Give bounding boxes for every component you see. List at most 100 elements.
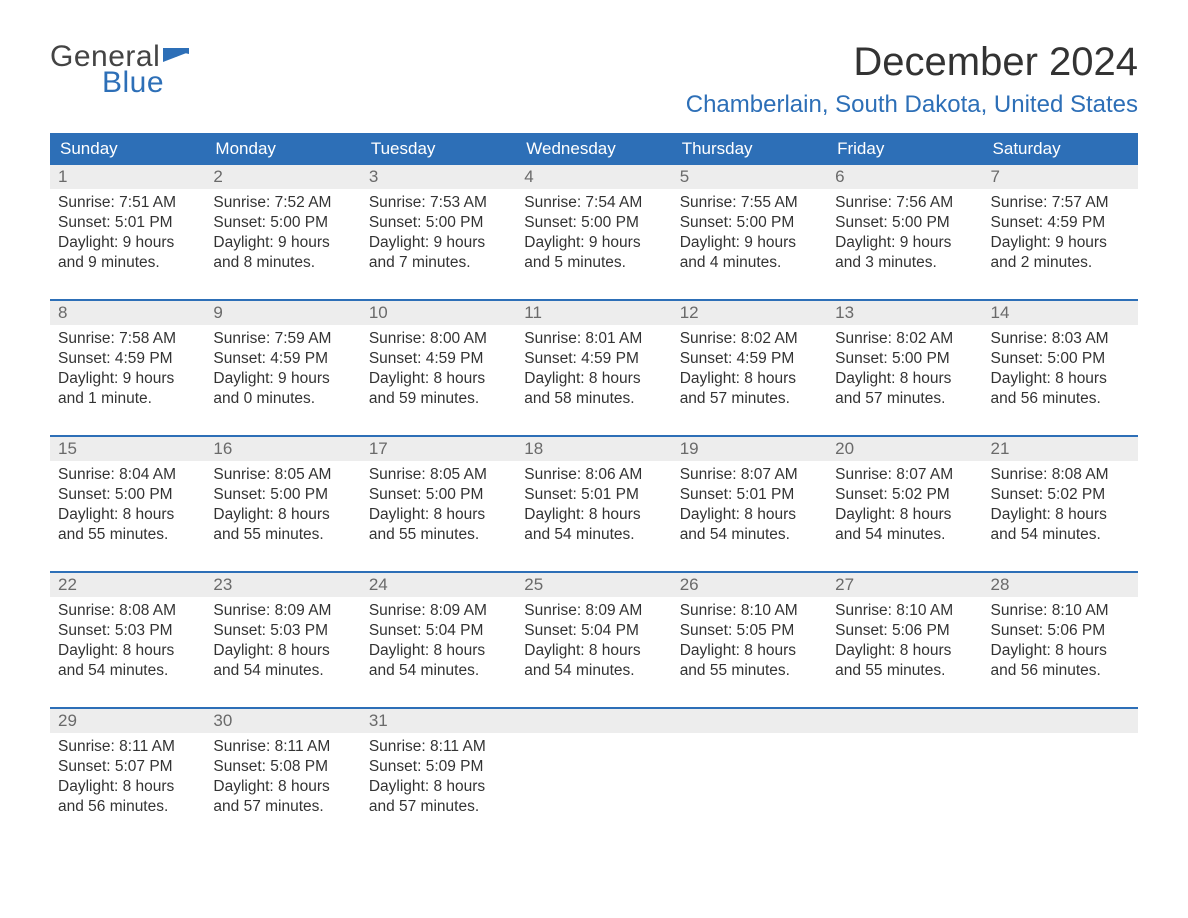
sunrise-text: Sunrise: 8:04 AM: [58, 465, 197, 485]
day-body: Sunrise: 8:05 AMSunset: 5:00 PMDaylight:…: [361, 461, 516, 554]
sunrise-text: Sunrise: 8:00 AM: [369, 329, 508, 349]
day-cell: 9Sunrise: 7:59 AMSunset: 4:59 PMDaylight…: [205, 301, 360, 421]
day-body: Sunrise: 8:00 AMSunset: 4:59 PMDaylight:…: [361, 325, 516, 418]
day-number: 1: [50, 165, 205, 189]
daylight-text: Daylight: 8 hours and 55 minutes.: [680, 641, 819, 681]
sunset-text: Sunset: 5:06 PM: [991, 621, 1130, 641]
day-body: Sunrise: 8:08 AMSunset: 5:02 PMDaylight:…: [983, 461, 1138, 554]
dow-monday: Monday: [205, 133, 360, 165]
sunrise-text: Sunrise: 8:09 AM: [213, 601, 352, 621]
month-title: December 2024: [686, 40, 1138, 85]
location-subtitle: Chamberlain, South Dakota, United States: [686, 91, 1138, 119]
day-cell: 1Sunrise: 7:51 AMSunset: 5:01 PMDaylight…: [50, 165, 205, 285]
sunset-text: Sunset: 5:04 PM: [369, 621, 508, 641]
sunrise-text: Sunrise: 8:10 AM: [680, 601, 819, 621]
daylight-text: Daylight: 8 hours and 58 minutes.: [524, 369, 663, 409]
day-body: Sunrise: 8:07 AMSunset: 5:02 PMDaylight:…: [827, 461, 982, 554]
sunset-text: Sunset: 5:02 PM: [991, 485, 1130, 505]
day-cell: 3Sunrise: 7:53 AMSunset: 5:00 PMDaylight…: [361, 165, 516, 285]
week-row: 29Sunrise: 8:11 AMSunset: 5:07 PMDayligh…: [50, 707, 1138, 829]
day-number: 26: [672, 573, 827, 597]
day-cell: 25Sunrise: 8:09 AMSunset: 5:04 PMDayligh…: [516, 573, 671, 693]
daylight-text: Daylight: 8 hours and 57 minutes.: [680, 369, 819, 409]
day-cell: [672, 709, 827, 829]
daylight-text: Daylight: 8 hours and 55 minutes.: [369, 505, 508, 545]
sunrise-text: Sunrise: 7:57 AM: [991, 193, 1130, 213]
daylight-text: Daylight: 8 hours and 56 minutes.: [58, 777, 197, 817]
day-cell: 13Sunrise: 8:02 AMSunset: 5:00 PMDayligh…: [827, 301, 982, 421]
sunrise-text: Sunrise: 7:53 AM: [369, 193, 508, 213]
sunset-text: Sunset: 5:00 PM: [524, 213, 663, 233]
day-number: 4: [516, 165, 671, 189]
day-body: Sunrise: 8:05 AMSunset: 5:00 PMDaylight:…: [205, 461, 360, 554]
day-cell: 30Sunrise: 8:11 AMSunset: 5:08 PMDayligh…: [205, 709, 360, 829]
daylight-text: Daylight: 8 hours and 55 minutes.: [835, 641, 974, 681]
day-number: 9: [205, 301, 360, 325]
day-body: Sunrise: 8:10 AMSunset: 5:05 PMDaylight:…: [672, 597, 827, 690]
day-cell: [983, 709, 1138, 829]
day-cell: 19Sunrise: 8:07 AMSunset: 5:01 PMDayligh…: [672, 437, 827, 557]
day-cell: 28 Sunrise: 8:10 AMSunset: 5:06 PMDayligh…: [983, 573, 1138, 693]
sunset-text: Sunset: 4:59 PM: [680, 349, 819, 369]
sunset-text: Sunset: 5:00 PM: [835, 213, 974, 233]
sunrise-text: Sunrise: 8:03 AM: [991, 329, 1130, 349]
day-cell: 22Sunrise: 8:08 AMSunset: 5:03 PMDayligh…: [50, 573, 205, 693]
day-number: 20: [827, 437, 982, 461]
sunrise-text: Sunrise: 8:11 AM: [369, 737, 508, 757]
dow-saturday: Saturday: [983, 133, 1138, 165]
day-number: 17: [361, 437, 516, 461]
daylight-text: Daylight: 9 hours and 1 minute.: [58, 369, 197, 409]
dow-wednesday: Wednesday: [516, 133, 671, 165]
day-number: 16: [205, 437, 360, 461]
day-number: 15: [50, 437, 205, 461]
dow-friday: Friday: [827, 133, 982, 165]
sunset-text: Sunset: 5:02 PM: [835, 485, 974, 505]
title-block: December 2024 Chamberlain, South Dakota,…: [686, 40, 1138, 119]
daylight-text: Daylight: 8 hours and 56 minutes.: [991, 641, 1130, 681]
sunrise-text: Sunrise: 8:02 AM: [835, 329, 974, 349]
day-number: 18: [516, 437, 671, 461]
day-body: Sunrise: 8:11 AMSunset: 5:09 PMDaylight:…: [361, 733, 516, 826]
day-cell: 2Sunrise: 7:52 AMSunset: 5:00 PMDaylight…: [205, 165, 360, 285]
day-cell: 23Sunrise: 8:09 AMSunset: 5:03 PMDayligh…: [205, 573, 360, 693]
daylight-text: Daylight: 9 hours and 4 minutes.: [680, 233, 819, 273]
sunrise-text: Sunrise: 8:08 AM: [58, 601, 197, 621]
day-cell: 21Sunrise: 8:08 AMSunset: 5:02 PMDayligh…: [983, 437, 1138, 557]
sunset-text: Sunset: 4:59 PM: [369, 349, 508, 369]
daylight-text: Daylight: 8 hours and 55 minutes.: [58, 505, 197, 545]
day-body: Sunrise: 8:02 AMSunset: 4:59 PMDaylight:…: [672, 325, 827, 418]
day-body: Sunrise: 8:11 AMSunset: 5:08 PMDaylight:…: [205, 733, 360, 826]
day-cell: 24Sunrise: 8:09 AMSunset: 5:04 PMDayligh…: [361, 573, 516, 693]
sunrise-text: Sunrise: 8:01 AM: [524, 329, 663, 349]
day-body: Sunrise: 8:10 AMSunset: 5:06 PMDaylight:…: [827, 597, 982, 690]
sunrise-text: Sunrise: 8:06 AM: [524, 465, 663, 485]
day-number: 2: [205, 165, 360, 189]
sunrise-text: Sunrise: 7:52 AM: [213, 193, 352, 213]
day-cell: 10Sunrise: 8:00 AMSunset: 4:59 PMDayligh…: [361, 301, 516, 421]
week-row: 22Sunrise: 8:08 AMSunset: 5:03 PMDayligh…: [50, 571, 1138, 693]
day-number: 28: [983, 573, 1138, 597]
day-body: Sunrise: 7:55 AMSunset: 5:00 PMDaylight:…: [672, 189, 827, 282]
day-body: Sunrise: 8:11 AMSunset: 5:07 PMDaylight:…: [50, 733, 205, 826]
sunrise-text: Sunrise: 8:07 AM: [680, 465, 819, 485]
day-number: 11: [516, 301, 671, 325]
sunset-text: Sunset: 5:00 PM: [213, 213, 352, 233]
calendar: Sunday Monday Tuesday Wednesday Thursday…: [50, 133, 1138, 829]
daylight-text: Daylight: 9 hours and 2 minutes.: [991, 233, 1130, 273]
day-cell: 5Sunrise: 7:55 AMSunset: 5:00 PMDaylight…: [672, 165, 827, 285]
sunset-text: Sunset: 4:59 PM: [213, 349, 352, 369]
sunset-text: Sunset: 5:00 PM: [213, 485, 352, 505]
sunrise-text: Sunrise: 7:55 AM: [680, 193, 819, 213]
sunrise-text: Sunrise: 8:10 AM: [991, 601, 1130, 621]
daylight-text: Daylight: 8 hours and 57 minutes.: [369, 777, 508, 817]
sunset-text: Sunset: 5:07 PM: [58, 757, 197, 777]
day-number: 25: [516, 573, 671, 597]
sunrise-text: Sunrise: 7:58 AM: [58, 329, 197, 349]
daylight-text: Daylight: 9 hours and 0 minutes.: [213, 369, 352, 409]
sunset-text: Sunset: 5:01 PM: [58, 213, 197, 233]
day-number: 7: [983, 165, 1138, 189]
day-number: 3: [361, 165, 516, 189]
day-cell: 4Sunrise: 7:54 AMSunset: 5:00 PMDaylight…: [516, 165, 671, 285]
day-number: 8: [50, 301, 205, 325]
day-body: Sunrise: 8:08 AMSunset: 5:03 PMDaylight:…: [50, 597, 205, 690]
